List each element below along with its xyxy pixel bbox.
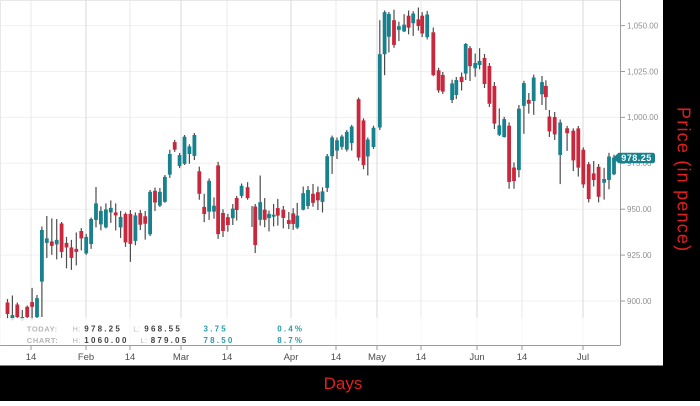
svg-text:978.25: 978.25 <box>84 325 122 334</box>
svg-text:968.55: 968.55 <box>144 325 182 334</box>
svg-text:H:: H: <box>73 336 81 345</box>
svg-text:1,025.00: 1,025.00 <box>627 67 659 76</box>
svg-text:Jun: Jun <box>469 352 484 363</box>
svg-text:Mar: Mar <box>173 352 189 363</box>
svg-text:14: 14 <box>416 352 427 363</box>
svg-text:1,000.00: 1,000.00 <box>627 113 659 122</box>
svg-text:14: 14 <box>517 352 528 363</box>
svg-text:Price (in pence): Price (in pence) <box>674 107 694 252</box>
svg-text:978.25: 978.25 <box>621 153 652 163</box>
svg-text:14: 14 <box>125 352 136 363</box>
svg-text:3.75: 3.75 <box>204 325 228 334</box>
svg-text:78.50: 78.50 <box>204 336 235 345</box>
svg-text:Apr: Apr <box>284 352 299 363</box>
svg-text:Jul: Jul <box>577 352 589 363</box>
svg-text:975.00: 975.00 <box>627 159 652 168</box>
svg-text:L:: L: <box>133 325 140 334</box>
svg-text:14: 14 <box>26 352 37 363</box>
svg-text:1060.00: 1060.00 <box>84 336 128 345</box>
svg-text:950.00: 950.00 <box>627 205 652 214</box>
svg-text:0.4%: 0.4% <box>277 325 304 334</box>
svg-text:Feb: Feb <box>78 352 94 363</box>
svg-text:CHART:: CHART: <box>27 336 59 345</box>
svg-text:900.00: 900.00 <box>627 297 652 306</box>
svg-text:1,050.00: 1,050.00 <box>627 21 659 30</box>
svg-text:925.00: 925.00 <box>627 251 652 260</box>
svg-text:H:: H: <box>73 325 81 334</box>
svg-text:May: May <box>368 352 386 363</box>
svg-text:14: 14 <box>331 352 342 363</box>
svg-text:14: 14 <box>222 352 233 363</box>
svg-text:879.05: 879.05 <box>151 336 189 345</box>
svg-text:TODAY:: TODAY: <box>27 325 58 334</box>
svg-text:8.7%: 8.7% <box>277 336 304 345</box>
svg-text:L:: L: <box>141 336 148 345</box>
svg-text:Days: Days <box>324 374 363 393</box>
